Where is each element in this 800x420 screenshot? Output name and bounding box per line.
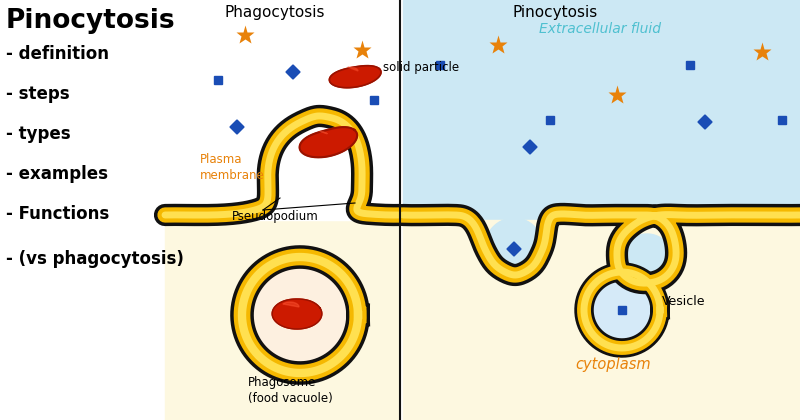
- Polygon shape: [348, 67, 358, 71]
- Polygon shape: [507, 242, 521, 256]
- Bar: [618, 306, 626, 314]
- Text: solid particle: solid particle: [383, 60, 459, 74]
- Text: Plasma
membrane: Plasma membrane: [200, 153, 265, 182]
- Bar: [778, 116, 786, 124]
- Polygon shape: [484, 218, 544, 282]
- Text: Pseudopodium: Pseudopodium: [232, 210, 318, 223]
- Bar: [436, 61, 444, 69]
- Polygon shape: [584, 272, 660, 348]
- Polygon shape: [286, 65, 300, 79]
- Bar: [686, 61, 694, 69]
- Text: Phagocytosis: Phagocytosis: [225, 5, 326, 20]
- Polygon shape: [242, 257, 358, 373]
- Text: - types: - types: [6, 125, 70, 143]
- Text: cytoplasm: cytoplasm: [575, 357, 650, 373]
- Text: Vesicle: Vesicle: [662, 295, 706, 308]
- Polygon shape: [299, 127, 357, 158]
- Bar: [403, 0, 800, 220]
- Text: - definition: - definition: [6, 45, 109, 63]
- Text: - (vs phagocytosis): - (vs phagocytosis): [6, 250, 184, 268]
- Bar: [165, 220, 400, 420]
- Bar: [546, 116, 554, 124]
- Bar: [214, 76, 222, 84]
- Text: - steps: - steps: [6, 85, 70, 103]
- Polygon shape: [698, 115, 712, 129]
- Text: - examples: - examples: [6, 165, 108, 183]
- Text: Phagosome
(food vacuole): Phagosome (food vacuole): [248, 376, 333, 405]
- Polygon shape: [621, 234, 673, 286]
- Text: Pinocytosis: Pinocytosis: [512, 5, 598, 20]
- Bar: [403, 220, 800, 420]
- Polygon shape: [523, 140, 537, 154]
- Polygon shape: [272, 299, 322, 329]
- Text: Pinocytosis: Pinocytosis: [6, 8, 176, 34]
- Bar: [165, 0, 400, 220]
- Polygon shape: [330, 66, 381, 88]
- Text: Extracellular fluid: Extracellular fluid: [539, 22, 661, 36]
- Text: - Functions: - Functions: [6, 205, 110, 223]
- Bar: [370, 96, 378, 104]
- Polygon shape: [283, 302, 299, 307]
- Polygon shape: [320, 131, 327, 134]
- Polygon shape: [230, 120, 244, 134]
